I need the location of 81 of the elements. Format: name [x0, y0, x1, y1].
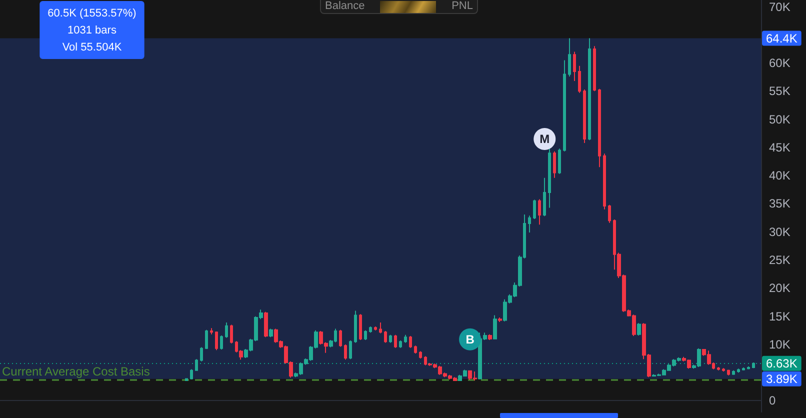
- candlestick: [603, 153, 606, 210]
- candlestick: [608, 204, 611, 224]
- candlestick: [349, 340, 352, 360]
- annotation: PNL: [452, 0, 473, 13]
- candlestick: [409, 336, 412, 348]
- y-tick-label: 70K: [769, 0, 790, 14]
- candlestick: [573, 51, 576, 82]
- candlestick: [593, 46, 596, 92]
- candlestick: [225, 322, 228, 338]
- candlestick: [533, 199, 536, 220]
- annotation: 3.89K: [766, 372, 798, 386]
- candlestick: [558, 148, 561, 174]
- y-tick-label: 50K: [769, 112, 790, 126]
- candlestick: [568, 38, 571, 78]
- ref-line-label: Current Average Cost Basis: [2, 364, 150, 378]
- candlestick: [583, 88, 586, 144]
- candlestick: [359, 314, 362, 340]
- candlestick: [364, 330, 367, 340]
- candlestick: [379, 322, 382, 334]
- candlestick: [578, 65, 581, 94]
- candlestick: [727, 369, 730, 376]
- candlestick: [747, 366, 750, 370]
- candlestick: [637, 322, 641, 336]
- candlestick: [538, 198, 541, 226]
- candlestick: [264, 311, 268, 338]
- candlestick: [220, 334, 223, 350]
- annotation: 64.4K: [766, 31, 798, 46]
- candlestick: [548, 148, 551, 208]
- candlestick: [404, 334, 407, 344]
- header-panel: Balance PNL: [320, 0, 478, 14]
- candlestick: [419, 350, 422, 360]
- y-tick-label: 15K: [769, 309, 790, 324]
- candlestick: [543, 177, 546, 217]
- candlestick: [737, 368, 740, 374]
- candlestick: [215, 331, 218, 351]
- candlestick: [389, 334, 392, 344]
- candlestick: [414, 345, 417, 354]
- annotation: 6.63K: [766, 356, 798, 370]
- y-tick-label: 55K: [769, 84, 790, 98]
- y-tick-label: 60K: [769, 56, 790, 70]
- candlestick: [210, 328, 213, 335]
- data-label: M: [540, 132, 550, 146]
- candlestick: [339, 329, 342, 348]
- candlestick: [384, 330, 387, 344]
- candlestick: [200, 346, 203, 362]
- y-tick-label: 25K: [769, 253, 790, 268]
- y-tick-label: 30K: [769, 224, 790, 239]
- y-tick-label: 35K: [769, 196, 790, 211]
- candlestick: [598, 88, 601, 168]
- candlestick: [394, 334, 397, 348]
- candlestick: [732, 370, 735, 376]
- y-tick-label: 20K: [769, 281, 790, 296]
- candlestick: [563, 60, 566, 152]
- candlestick: [195, 358, 198, 372]
- candlestick: [722, 368, 725, 372]
- candlestick: [190, 368, 193, 380]
- candlestick: [717, 366, 720, 371]
- candlestick: [752, 362, 755, 369]
- y-tick-label: 40K: [769, 168, 790, 183]
- y-tick-label: 10K: [769, 337, 790, 352]
- candlestick: [399, 340, 402, 348]
- candlestick: [742, 367, 745, 371]
- candlestick: [354, 310, 357, 344]
- candlestick: [344, 344, 347, 360]
- candlestick: [205, 329, 208, 350]
- candlestick: [369, 326, 372, 334]
- candlestick: [498, 316, 502, 322]
- candlestick: [588, 38, 591, 141]
- y-tick-label: 0: [769, 394, 776, 408]
- candlestick: [553, 150, 556, 178]
- candlestick: [185, 378, 188, 382]
- data-label: B: [466, 332, 475, 346]
- candlestick: [374, 326, 377, 331]
- y-tick-label: 45K: [769, 140, 790, 154]
- band-label: 60.5K (1553.57%) 1031 bars Vol 55.504K: [48, 8, 136, 54]
- candlestick: [269, 328, 273, 338]
- annotation: Balance: [325, 0, 365, 13]
- candlestick: [528, 215, 531, 233]
- candlestick: [493, 314, 497, 340]
- candlestick: [230, 324, 233, 344]
- candlestick: [488, 334, 492, 340]
